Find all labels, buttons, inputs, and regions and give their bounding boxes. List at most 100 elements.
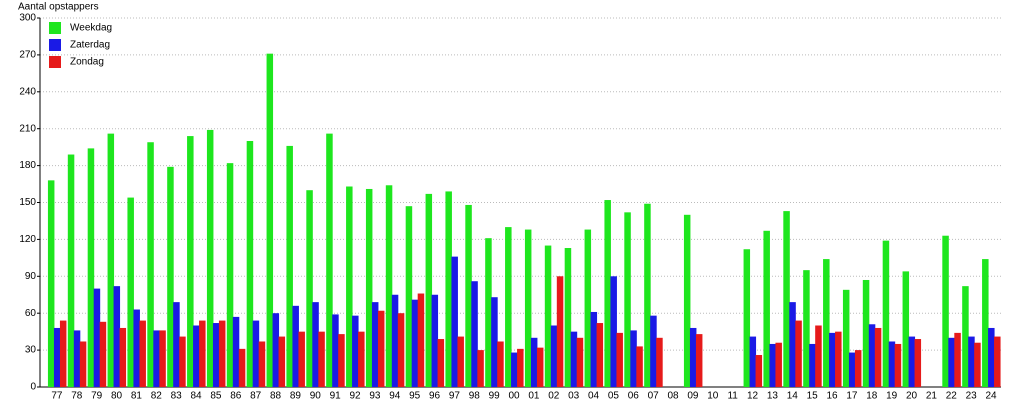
bar (87, 148, 95, 387)
x-tick-label: 17 (846, 391, 858, 400)
bar (874, 327, 882, 387)
bar (982, 259, 989, 387)
x-tick-label: 83 (171, 391, 183, 400)
x-tick-label: 03 (568, 391, 580, 400)
bar (477, 350, 484, 387)
bar (789, 302, 796, 387)
bar (882, 240, 890, 387)
bar (53, 327, 61, 387)
bar (179, 336, 186, 387)
bar (352, 315, 359, 387)
bar (147, 142, 154, 387)
bar (962, 286, 969, 387)
bar (272, 313, 280, 387)
bar (835, 331, 842, 387)
bar (888, 341, 896, 387)
bar (206, 129, 214, 387)
legend-label: Weekdag (70, 23, 112, 34)
x-tick-label: 15 (807, 391, 819, 400)
bar (550, 325, 558, 387)
bar (795, 320, 802, 387)
x-tick-label: 93 (369, 391, 381, 400)
bar (564, 248, 572, 387)
x-tick-label: 92 (350, 391, 362, 400)
x-tick-label: 79 (91, 391, 103, 400)
x-tick-label: 19 (886, 391, 898, 400)
x-tick-label: 95 (409, 391, 421, 400)
bar (823, 259, 830, 387)
x-tick-label: 13 (767, 391, 779, 400)
bar (848, 352, 856, 387)
bar (212, 323, 220, 387)
bar (517, 348, 524, 387)
bar (266, 53, 274, 388)
bar (246, 141, 254, 387)
bar (79, 341, 87, 387)
bar (445, 191, 452, 387)
bar (576, 337, 584, 387)
bar (159, 330, 166, 387)
bar (497, 341, 504, 387)
x-tick-label: 87 (250, 391, 262, 400)
bar (948, 337, 955, 387)
x-tick-label: 24 (986, 391, 998, 400)
bar (624, 212, 631, 387)
bar (187, 136, 194, 387)
bar (326, 133, 333, 387)
bar (226, 163, 234, 387)
bar (371, 302, 379, 387)
bar (902, 271, 910, 387)
bar (942, 235, 949, 387)
y-tick-label: 0 (30, 382, 36, 393)
bar (656, 337, 663, 387)
bar (397, 313, 405, 387)
x-tick-label: 11 (727, 391, 738, 400)
bar (127, 197, 134, 387)
bar (99, 321, 107, 387)
x-tick-label: 01 (528, 391, 540, 400)
bar (695, 334, 703, 387)
y-tick-label: 150 (19, 197, 36, 208)
x-tick-label: 05 (608, 391, 620, 400)
bar (610, 276, 617, 387)
y-tick-label: 240 (19, 86, 36, 97)
bar (530, 337, 538, 387)
bar (437, 339, 445, 387)
x-tick-label: 06 (628, 391, 640, 400)
bar (862, 279, 870, 387)
bar (358, 331, 365, 387)
bar (167, 166, 174, 387)
y-tick-label: 180 (19, 160, 36, 171)
x-tick-label: 88 (270, 391, 282, 400)
bar (377, 310, 385, 387)
x-tick-label: 97 (449, 391, 461, 400)
x-tick-label: 04 (588, 391, 600, 400)
bar (119, 327, 127, 387)
y-tick-label: 270 (19, 50, 36, 61)
bar (485, 238, 492, 387)
bar (829, 332, 836, 387)
bar (755, 355, 763, 387)
bar (139, 320, 146, 387)
bar (391, 294, 399, 387)
bar (385, 185, 393, 387)
bar (769, 343, 776, 387)
x-tick-label: 80 (111, 391, 123, 400)
bar (868, 324, 876, 387)
bar (854, 350, 862, 387)
bar (842, 289, 850, 387)
legend-swatch (49, 56, 61, 68)
x-tick-label: 86 (230, 391, 242, 400)
x-tick-label: 99 (489, 391, 501, 400)
bar (584, 229, 592, 387)
x-tick-label: 18 (866, 391, 878, 400)
bar (809, 343, 816, 387)
bar (107, 133, 115, 387)
x-tick-label: 07 (648, 391, 660, 400)
x-tick-label: 78 (71, 391, 83, 400)
bar (252, 320, 260, 387)
x-tick-label: 94 (389, 391, 401, 400)
bar (783, 211, 790, 387)
x-tick-label: 89 (290, 391, 302, 400)
bar (411, 299, 419, 387)
